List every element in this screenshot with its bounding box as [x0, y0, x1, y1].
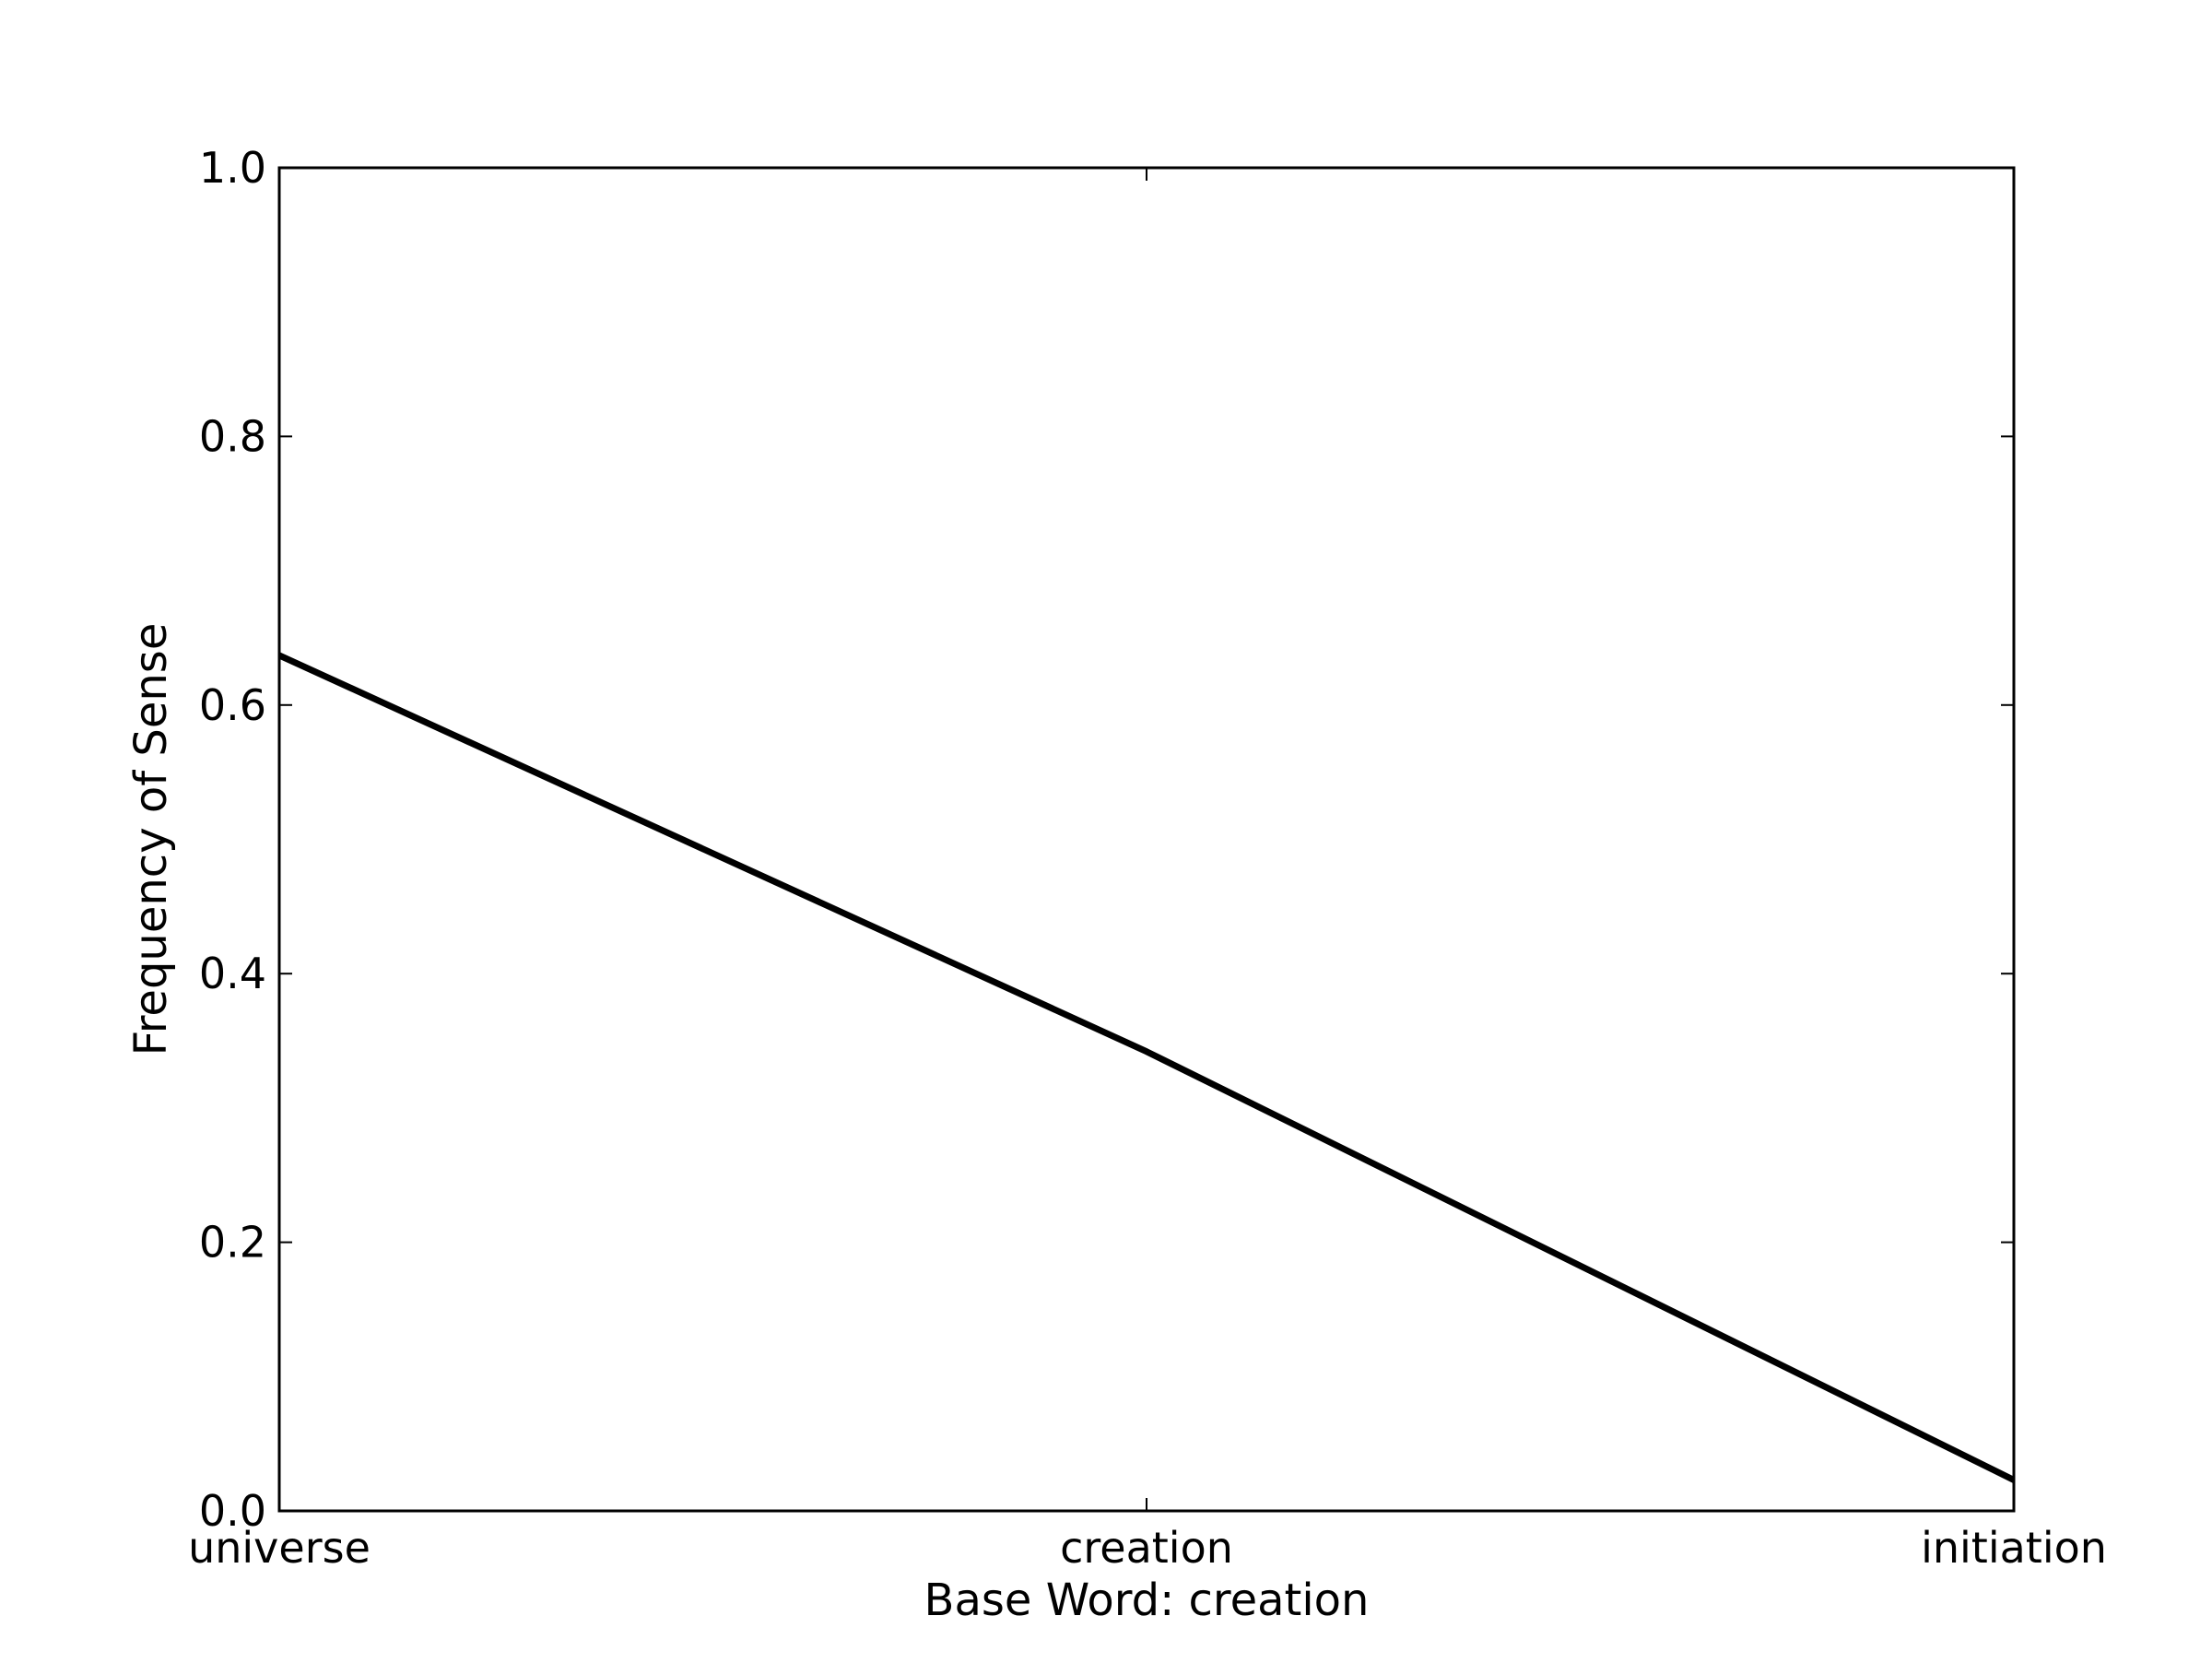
y-tick-label: 0.4	[199, 949, 266, 998]
x-tick-label: universe	[188, 1523, 371, 1573]
plot-frame	[277, 166, 2016, 1513]
x-tick-label: creation	[1060, 1523, 1233, 1573]
y-tick-label: 0.8	[199, 411, 266, 461]
series-line	[277, 652, 2016, 1483]
y-tick-label: 0.2	[199, 1218, 266, 1268]
x-axis: universe creation initiation	[188, 168, 2107, 1573]
y-tick-label: 0.6	[199, 680, 266, 730]
x-tick-label: initiation	[1921, 1523, 2107, 1573]
y-axis-label: Frequency of Sense	[125, 623, 177, 1056]
y-tick-label: 0.0	[199, 1486, 266, 1536]
y-axis: 0.0 0.2 0.4 0.6 0.8 1.0	[199, 143, 2014, 1536]
x-axis-label: Base Word: creation	[924, 1575, 1370, 1626]
series-layer	[277, 652, 2016, 1483]
y-tick-label: 1.0	[199, 143, 266, 193]
plot-area	[277, 166, 2016, 1513]
